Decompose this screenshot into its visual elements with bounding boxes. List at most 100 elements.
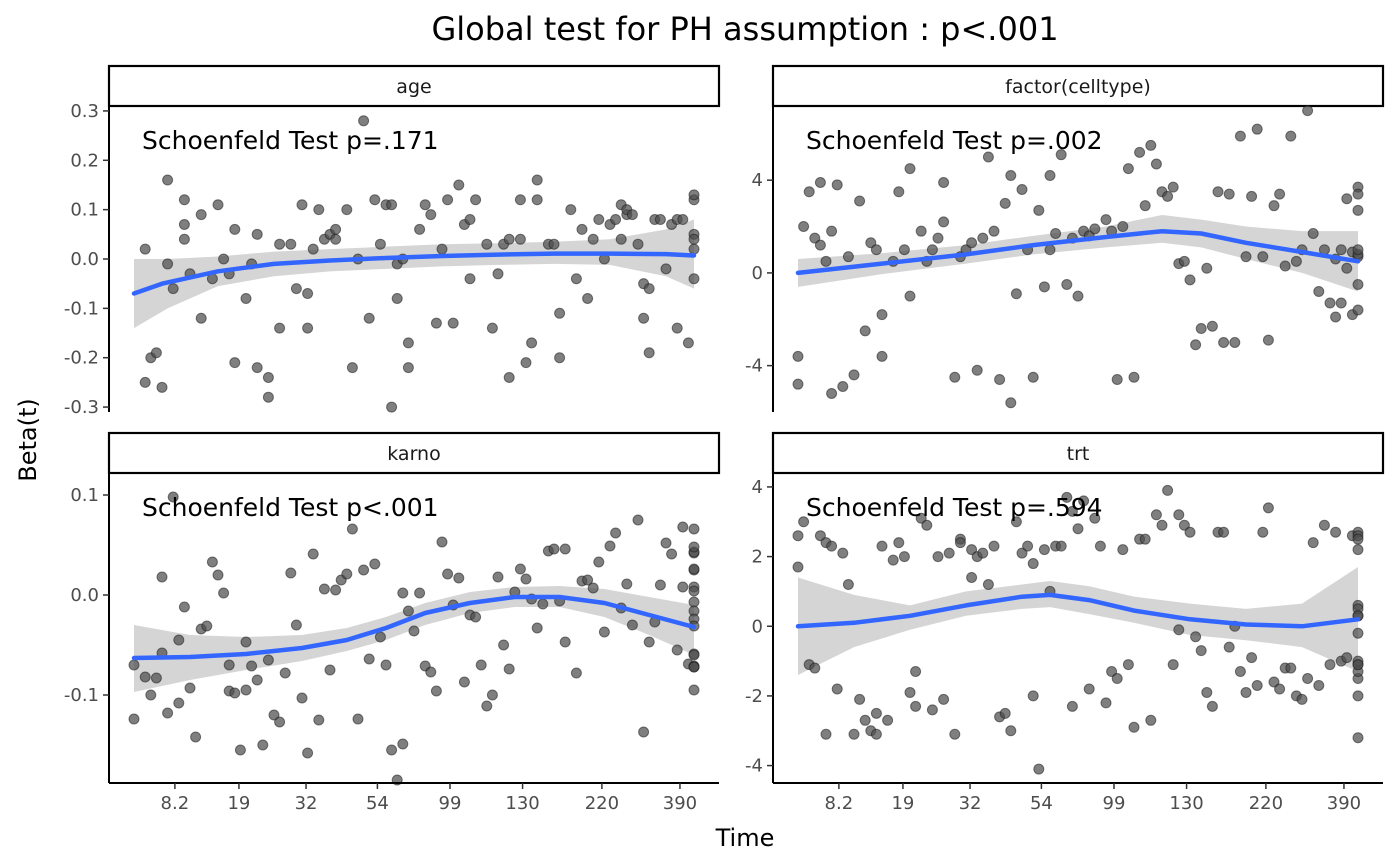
residual-point — [1044, 244, 1056, 256]
residual-point — [402, 605, 414, 617]
residual-point — [1201, 262, 1213, 274]
residual-point — [492, 268, 504, 280]
residual-point — [223, 659, 235, 671]
schoenfeld-test-label: Schoenfeld Test p=.594 — [806, 493, 1103, 522]
y-tick-label: -4 — [745, 356, 763, 377]
residual-point — [352, 713, 364, 725]
residual-point — [246, 660, 258, 672]
residual-point — [1122, 659, 1134, 671]
residual-point — [453, 179, 465, 191]
residual-point — [688, 273, 700, 285]
residual-point — [870, 728, 882, 740]
schoenfeld-test-label: Schoenfeld Test p=.171 — [142, 126, 439, 155]
residual-point — [1184, 526, 1196, 538]
x-tick-label: 32 — [959, 793, 982, 814]
y-tick-label: -0.2 — [64, 348, 99, 369]
residual-point — [162, 707, 174, 719]
residual-point — [1290, 255, 1302, 267]
y-tick-label: -2 — [745, 686, 763, 707]
y-axis-title: Beta(t) — [14, 398, 42, 481]
x-tick-label: 390 — [1327, 793, 1361, 814]
residual-point — [234, 744, 246, 756]
x-tick-label: 19 — [891, 793, 914, 814]
residual-point — [503, 663, 515, 675]
residual-point — [1262, 502, 1274, 514]
residual-point — [1324, 659, 1336, 671]
residual-point — [820, 728, 832, 740]
residual-point — [593, 214, 605, 226]
residual-point — [330, 233, 342, 245]
residual-point — [363, 653, 375, 665]
residual-point — [1089, 512, 1101, 524]
residual-point — [671, 322, 683, 334]
residual-point — [982, 151, 994, 163]
residual-point — [1195, 645, 1207, 657]
residual-point — [274, 238, 286, 250]
x-tick-label: 220 — [1249, 793, 1283, 814]
residual-point — [621, 578, 633, 590]
residual-point — [1352, 627, 1364, 639]
residual-point — [1089, 223, 1101, 235]
residual-point — [218, 253, 230, 265]
residual-point — [531, 194, 543, 206]
residual-point — [414, 587, 426, 599]
residual-point — [615, 233, 627, 245]
residual-point — [201, 620, 213, 632]
residual-point — [1335, 244, 1347, 256]
residual-point — [837, 381, 849, 392]
smooth-line — [795, 228, 1361, 276]
residual-point — [324, 664, 336, 676]
figure-title: Global test for PH assumption : p<.001 — [431, 10, 1058, 48]
residual-point — [520, 573, 532, 585]
residual-point — [313, 204, 325, 216]
residual-point — [826, 387, 838, 399]
residual-point — [290, 283, 302, 295]
residual-point — [162, 174, 174, 186]
residual-point — [926, 704, 938, 716]
residual-point — [554, 307, 566, 319]
residual-point — [307, 548, 319, 560]
residual-point — [486, 322, 498, 334]
residual-point — [531, 622, 543, 634]
residual-point — [251, 674, 263, 686]
residual-point — [1335, 297, 1347, 309]
residual-point — [565, 204, 577, 216]
x-tick-label: 390 — [663, 793, 697, 814]
residual-point — [145, 689, 157, 701]
residual-point — [526, 337, 538, 349]
y-tick-label: -4 — [745, 756, 763, 777]
residual-point — [904, 163, 916, 175]
residual-point — [893, 186, 905, 198]
residual-point — [1044, 170, 1056, 182]
residual-point — [820, 255, 832, 267]
residual-point — [1352, 244, 1364, 256]
residual-point — [943, 547, 955, 559]
residual-point — [882, 714, 894, 726]
residual-point — [643, 283, 655, 295]
residual-point — [229, 223, 241, 235]
residual-point — [798, 221, 810, 233]
residual-point — [610, 527, 622, 539]
residual-point — [1150, 509, 1162, 521]
residual-point — [792, 561, 804, 573]
x-tick-label: 19 — [227, 793, 250, 814]
residual-point — [1330, 526, 1342, 538]
x-tick-label: 99 — [439, 793, 462, 814]
residual-point — [643, 347, 655, 359]
residual-point — [1262, 334, 1274, 346]
residual-point — [470, 194, 482, 206]
residual-point — [1128, 371, 1140, 383]
residual-point — [1302, 673, 1314, 685]
residual-point — [369, 558, 381, 570]
residual-point — [1094, 540, 1106, 552]
residual-point — [688, 649, 700, 661]
residual-point — [1167, 659, 1179, 671]
residual-point — [195, 209, 207, 221]
residual-point — [587, 582, 599, 594]
residual-point — [854, 693, 866, 705]
residual-point — [582, 292, 594, 304]
y-tick-label: 0.0 — [70, 585, 99, 606]
smooth-line — [131, 594, 697, 661]
residual-point — [1251, 123, 1263, 135]
confidence-band — [798, 214, 1358, 292]
